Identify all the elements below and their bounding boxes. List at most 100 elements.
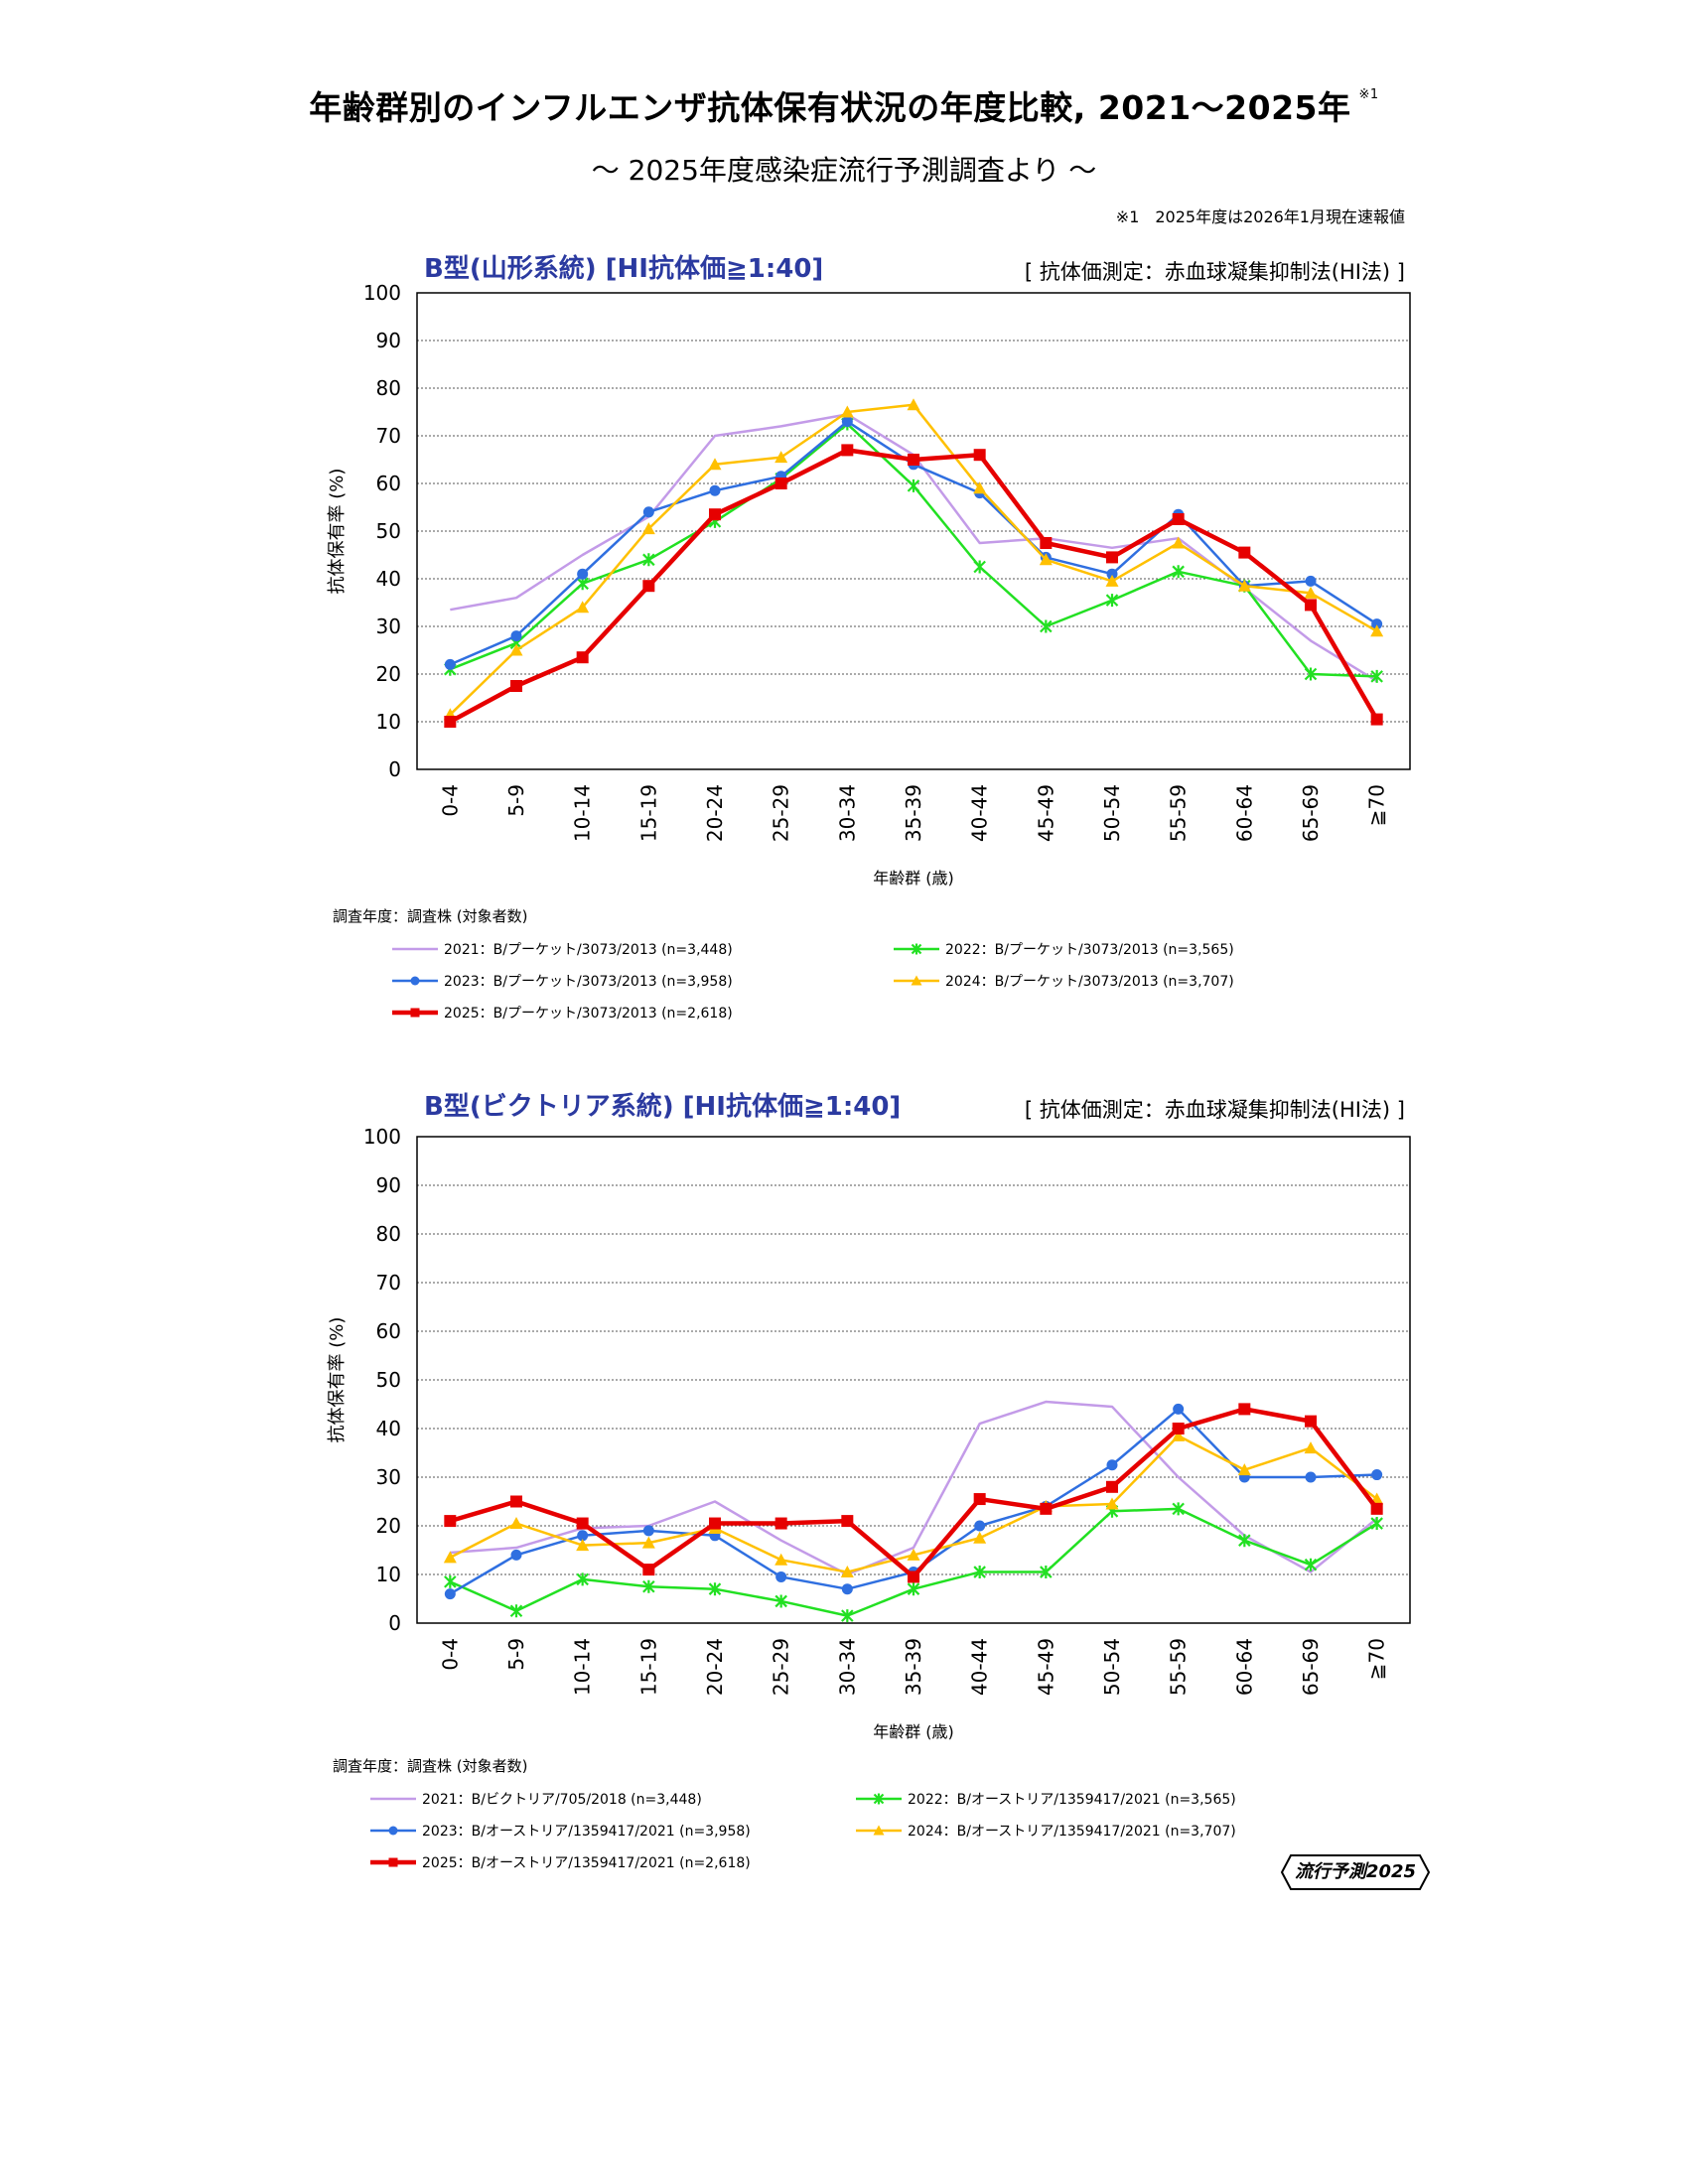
chart2-point-2022	[1370, 1517, 1383, 1531]
legend-swatch-marker	[388, 1857, 398, 1867]
chart2-point-2025	[1370, 1502, 1383, 1515]
chart2-xtick-label: 45-49	[1034, 1638, 1057, 1696]
chart2-point-2024	[1105, 1497, 1119, 1510]
footnote: ※1 2025年度は2026年1月現在速報値	[1115, 207, 1405, 226]
chart2-point-2025	[510, 1495, 522, 1508]
chart1-ytick-label: 0	[388, 757, 401, 781]
legend-swatch-2023	[392, 976, 438, 986]
chart2-point-2024	[443, 1551, 457, 1564]
chart1-point-2022	[1172, 565, 1185, 579]
chart2-point-2022	[509, 1604, 523, 1618]
chart1-xtick-label: 35-39	[902, 784, 925, 842]
chart1-point-2024	[708, 458, 722, 471]
chart2-point-2024	[509, 1517, 523, 1530]
chart2-victoria: 0 10 20 30 40 50 60 70 80 90 100 0-4 5-9 10-14 15-19 20…	[327, 1125, 1411, 1741]
legend-label-2022: 2022：B/プーケット/3073/2013 (n=3,565)	[945, 942, 1234, 958]
chart1-point-2024	[641, 522, 655, 535]
legend-swatch-2022	[894, 943, 939, 955]
chart1-point-2023	[510, 630, 522, 642]
chart2-point-2025	[1040, 1502, 1053, 1515]
chart2-ytick-label: 20	[376, 1514, 401, 1538]
chart1-point-2024	[840, 405, 854, 418]
chart2-xtick-label: 65-69	[1299, 1638, 1323, 1696]
chart1-point-2025	[709, 508, 721, 521]
chart1-plot-frame	[416, 292, 1411, 770]
chart2-point-2025	[973, 1493, 986, 1506]
chart1-point-2022	[1105, 594, 1119, 608]
chart1-point-2025	[1370, 713, 1383, 726]
page-subtitle: ～ 2025年度感染症流行予測調査より ～	[591, 154, 1097, 187]
legend-item-2025: 2025：B/オーストリア/1359417/2021 (n=2,618)	[370, 1852, 751, 1872]
chart2-point-2022	[576, 1572, 589, 1586]
legend-swatch-2022	[856, 1793, 902, 1805]
chart1-point-2022	[642, 553, 655, 567]
chart1-point-2024	[774, 451, 788, 464]
chart2-point-2024	[1304, 1441, 1318, 1454]
chart1-ytick-label: 70	[376, 424, 401, 448]
chart2-point-2022	[444, 1574, 457, 1588]
legend-item-2021: 2021：B/ビクトリア/705/2018 (n=3,448)	[370, 1789, 702, 1809]
legend-label-2024: 2024：B/オーストリア/1359417/2021 (n=3,707)	[908, 1824, 1236, 1840]
chart2-point-2023	[510, 1549, 522, 1561]
chart2-point-2023	[1371, 1469, 1383, 1481]
chart1-point-2024	[1105, 574, 1119, 587]
chart1-xtick-label: 65-69	[1299, 784, 1323, 842]
chart2-point-2025	[1172, 1423, 1185, 1434]
chart2-point-2024	[1172, 1429, 1186, 1441]
legend-swatch-2021	[392, 947, 438, 951]
chart1-point-2022	[973, 560, 986, 574]
legend-item-2022: 2022：B/オーストリア/1359417/2021 (n=3,565)	[856, 1789, 1236, 1809]
chart2-point-2025	[642, 1564, 655, 1576]
chart2-xtick-label: 15-19	[636, 1638, 660, 1696]
chart2-point-2024	[840, 1566, 854, 1578]
chart2-series-2023	[444, 1403, 1383, 1600]
chart1-xaxis-title: 年齢群 (歳)	[873, 869, 954, 887]
legend-item-2023: 2023：B/オーストリア/1359417/2021 (n=3,958)	[370, 1821, 751, 1841]
page-title-text: 年齢群別のインフルエンザ抗体保有状況の年度比較, 2021～2025年	[309, 88, 1351, 127]
chart2-xtick-label: 40-44	[968, 1638, 992, 1696]
chart1-point-2022	[1304, 667, 1318, 681]
legend-swatch-marker	[410, 976, 420, 986]
chart2-point-2023	[841, 1583, 853, 1595]
chart1-point-2025	[1238, 546, 1251, 559]
legend-label-2021: 2021：B/ビクトリア/705/2018 (n=3,448)	[422, 1792, 702, 1808]
legend-item-2021: 2021：B/プーケット/3073/2013 (n=3,448)	[392, 939, 733, 959]
chart1-point-2023	[1371, 618, 1383, 630]
chart2-xtick-label: 35-39	[902, 1638, 925, 1696]
legend-label-2025: 2025：B/プーケット/3073/2013 (n=2,618)	[444, 1006, 733, 1022]
chart2-xtick-label: ≧70	[1365, 1638, 1389, 1680]
chart1-point-2025	[841, 444, 854, 457]
chart2-legend-heading: 調査年度：調査株 (対象者数)	[333, 1757, 528, 1775]
chart1-point-2023	[1106, 568, 1118, 580]
legend-item-2022: 2022：B/プーケット/3073/2013 (n=3,565)	[894, 939, 1234, 959]
chart2-xtick-label: 10-14	[571, 1638, 595, 1696]
chart2-point-2023	[1106, 1459, 1118, 1471]
chart2-xtick-label: 20-24	[703, 1638, 727, 1696]
chart1-title: B型(山形系統) [HI抗体価≧1:40]	[424, 254, 824, 284]
chart2-point-2023	[1305, 1471, 1317, 1483]
chart2-ytick-label: 30	[376, 1465, 401, 1489]
chart1-ytick-label: 10	[376, 710, 401, 734]
chart1-point-2024	[509, 643, 523, 656]
chart2-point-2022	[642, 1579, 655, 1593]
chart1-xtick-label: ≧70	[1365, 784, 1389, 826]
chart2-xtick-label: 50-54	[1100, 1638, 1124, 1696]
chart2-point-2025	[1238, 1403, 1251, 1416]
chart1-point-2025	[576, 651, 589, 664]
chart1-point-2024	[1039, 553, 1053, 566]
chart1-point-2024	[907, 398, 920, 411]
chart2-xtick-label: 55-59	[1167, 1638, 1191, 1696]
chart2-point-2022	[1304, 1558, 1318, 1571]
chart2-point-2022	[1238, 1534, 1251, 1548]
legend-swatch-2025	[370, 1857, 416, 1867]
chart2-ytick-label: 50	[376, 1368, 401, 1392]
chart2-plot-frame	[416, 1136, 1411, 1624]
chart1-series-2022	[444, 417, 1383, 683]
chart2-point-2024	[641, 1536, 655, 1549]
chart2-point-2023	[444, 1588, 456, 1600]
chart1-point-2025	[510, 680, 522, 692]
chart2-method-note: [ 抗体価測定：赤血球凝集抑制法(HI法) ]	[1024, 1098, 1405, 1122]
ryuko-yosoku-badge: 流行予測2025	[1294, 1861, 1417, 1882]
chart1-xtick-label: 50-54	[1100, 784, 1124, 842]
chart1-yamagata: 0 10 20 30 40 50 60 70 80 90 100 0-4 5-9 10-14 15-19 20…	[327, 281, 1411, 887]
